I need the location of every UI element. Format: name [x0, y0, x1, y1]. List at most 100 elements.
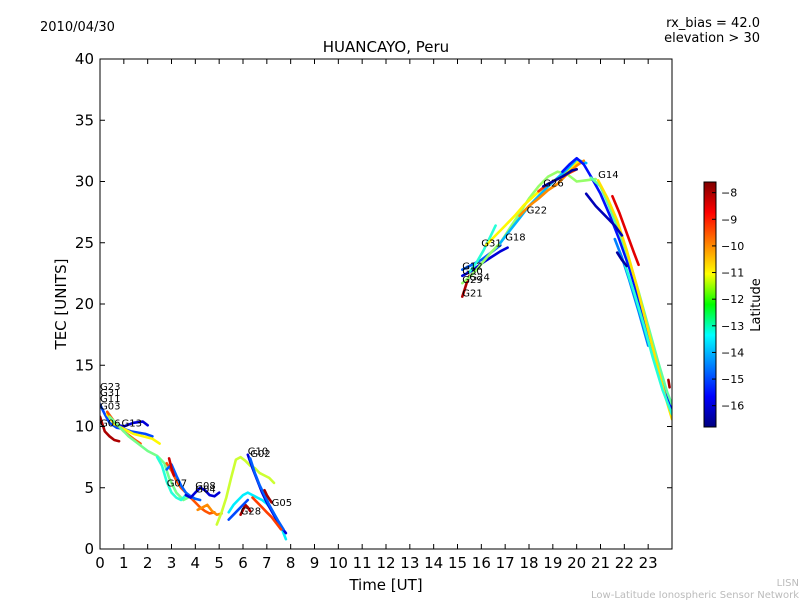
- satellite-label: G02: [250, 449, 270, 460]
- tec-series-17: [251, 496, 283, 531]
- elevation-label: elevation > 30: [664, 31, 760, 46]
- colorbar-tick-label: −12: [721, 293, 744, 306]
- x-tick-label: 19: [543, 554, 562, 572]
- tec-series-9: [184, 486, 221, 499]
- satellite-label: G21: [462, 289, 482, 300]
- tec-series-29: [541, 168, 579, 188]
- x-tick-label: 16: [472, 554, 491, 572]
- tec-series-38: [667, 378, 671, 389]
- y-tick-label: 0: [84, 540, 94, 558]
- x-tick-label: 8: [286, 554, 296, 572]
- tec-series-11: [196, 503, 223, 517]
- satellite-label: G23: [100, 382, 120, 393]
- x-tick-label: 23: [639, 554, 658, 572]
- x-tick-label: 0: [95, 554, 105, 572]
- tec-series-27: [518, 159, 586, 218]
- tec-series-36: [622, 261, 672, 416]
- tec-series-0: [113, 420, 149, 428]
- satellite-label: G06: [100, 419, 120, 430]
- tec-series-35: [611, 194, 640, 267]
- satellite-label: G11: [100, 394, 120, 405]
- x-tick-label: 12: [376, 554, 395, 572]
- y-tick-label: 10: [75, 418, 94, 436]
- tec-series-30: [561, 156, 672, 411]
- y-tick-label: 40: [75, 50, 94, 68]
- tec-series-19: [227, 498, 250, 521]
- x-tick-label: 10: [329, 554, 348, 572]
- data-series-layer: [100, 156, 672, 541]
- y-tick-label: 35: [75, 111, 94, 129]
- tec-series-37: [615, 251, 629, 268]
- x-tick-label: 6: [238, 554, 248, 572]
- x-tick-label: 5: [214, 554, 224, 572]
- axes-layer: 0 1 2 3 4 5 6 7 8 9 10 11 12 13 14 15 16 17 18 19 20 21 22 2305…: [75, 50, 672, 572]
- satellite-label: G31: [100, 388, 120, 399]
- tec-series-23: [468, 224, 497, 274]
- colorbar-ticks-layer: −8 −9 −10 −11 −12 −13 −14 −15 −16: [712, 187, 744, 413]
- satellite-label: G18: [505, 232, 525, 243]
- satellite-label: G03: [100, 401, 120, 412]
- satellite-label: G22: [527, 205, 547, 216]
- y-tick-label: 5: [84, 479, 94, 497]
- tec-series-2: [105, 412, 161, 445]
- x-tick-label: 3: [167, 554, 177, 572]
- satellite-label: G24: [469, 273, 489, 284]
- satellite-label: G13: [122, 419, 142, 430]
- satellite-label: G26: [543, 178, 563, 189]
- tec-series-25: [484, 159, 581, 247]
- y-tick-label: 25: [75, 234, 94, 252]
- x-tick-label: 7: [262, 554, 272, 572]
- satellite-label: G29: [462, 275, 482, 286]
- satellite-label: G07: [167, 479, 187, 490]
- x-tick-label: 1: [119, 554, 129, 572]
- x-tick-label: 13: [400, 554, 419, 572]
- tec-series-12: [215, 455, 276, 526]
- tec-series-3: [100, 415, 121, 443]
- x-tick-label: 9: [310, 554, 320, 572]
- chart-title: HUANCAYO, Peru: [323, 38, 449, 56]
- y-axis-label: TEC [UNITS]: [52, 259, 70, 351]
- satellite-label: G30: [462, 267, 482, 278]
- satellite-label: G31: [481, 238, 501, 249]
- colorbar-tick-label: −8: [721, 187, 737, 200]
- x-axis-label: Time [UT]: [348, 576, 422, 594]
- satellite-label: G04: [195, 485, 215, 496]
- x-tick-label: 21: [591, 554, 610, 572]
- tec-series-33: [584, 192, 624, 237]
- tec-series-10: [167, 457, 176, 477]
- satellite-label: G14: [598, 170, 618, 181]
- x-tick-label: 20: [567, 554, 586, 572]
- x-tick-label: 4: [191, 554, 201, 572]
- footer-lisn: LISN: [777, 578, 799, 589]
- colorbar-tick-label: −15: [721, 373, 744, 386]
- y-tick-label: 15: [75, 356, 94, 374]
- x-tick-label: 2: [143, 554, 153, 572]
- x-tick-label: 11: [353, 554, 372, 572]
- satellite-label: G08: [195, 481, 215, 492]
- tec-series-15: [248, 457, 285, 531]
- plot-frame: [99, 58, 673, 550]
- colorbar-tick-label: −9: [721, 213, 737, 226]
- tec-series-32: [596, 179, 672, 421]
- satellite-label: G28: [241, 507, 261, 518]
- x-tick-label: 17: [496, 554, 515, 572]
- x-tick-label: 15: [448, 554, 467, 572]
- tec-series-26: [499, 158, 588, 245]
- rx-bias-label: rx_bias = 42.0: [666, 16, 760, 31]
- colorbar-tick-label: −14: [721, 346, 744, 359]
- colorbar-label: Latitude: [749, 278, 764, 332]
- satellite-label: G05: [272, 498, 292, 509]
- colorbar-tick-label: −11: [721, 267, 744, 280]
- colorbar-tick-label: −16: [721, 400, 744, 413]
- satellite-label: G12: [462, 262, 482, 273]
- colorbar-tick-label: −10: [721, 240, 744, 253]
- tec-series-6: [155, 455, 188, 502]
- satellite-label: G10: [248, 447, 268, 458]
- colorbar-tick-label: −13: [721, 320, 744, 333]
- y-tick-label: 20: [75, 295, 94, 313]
- tec-series-16: [239, 503, 252, 517]
- y-tick-label: 30: [75, 173, 94, 191]
- colorbar: [703, 181, 717, 428]
- tec-series-18: [263, 488, 273, 504]
